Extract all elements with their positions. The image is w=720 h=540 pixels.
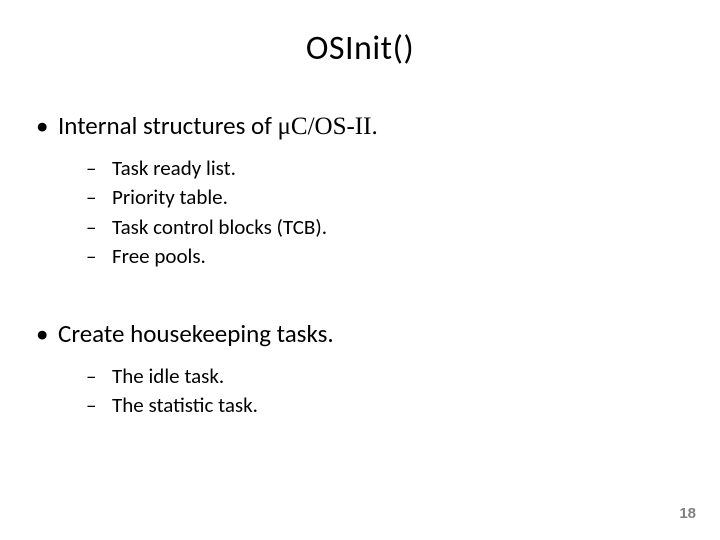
sub-bullet-priority-table: Priority table. <box>86 183 684 212</box>
slide-container: OSInit() Internal structures of μC/OS-II… <box>0 0 720 540</box>
bullet-internal-structures: Internal structures of μC/OS-II. Task re… <box>36 109 684 271</box>
sub-bullet-task-ready-list: Task ready list. <box>86 154 684 183</box>
sub-bullet-idle-task: The idle task. <box>86 362 684 391</box>
sub-bullet-tcb: Task control blocks (TCB). <box>86 213 684 242</box>
bullet-text-prefix: Create housekeeping tasks. <box>58 318 334 349</box>
page-number: 18 <box>679 505 696 522</box>
bullet-text-serif: μC/OS-II. <box>277 113 377 140</box>
bullet-group-2: Create housekeeping tasks. The idle task… <box>36 317 684 421</box>
sub-bullets-2: The idle task. The statistic task. <box>86 362 684 421</box>
bullet-group-1: Internal structures of μC/OS-II. Task re… <box>36 109 684 271</box>
slide-title: OSInit() <box>36 28 684 69</box>
sub-bullets-1: Task ready list. Priority table. Task co… <box>86 154 684 272</box>
sub-bullet-statistic-task: The statistic task. <box>86 391 684 420</box>
sub-bullet-free-pools: Free pools. <box>86 242 684 271</box>
bullet-text-prefix: Internal structures of <box>58 110 277 141</box>
bullet-housekeeping: Create housekeeping tasks. The idle task… <box>36 317 684 421</box>
